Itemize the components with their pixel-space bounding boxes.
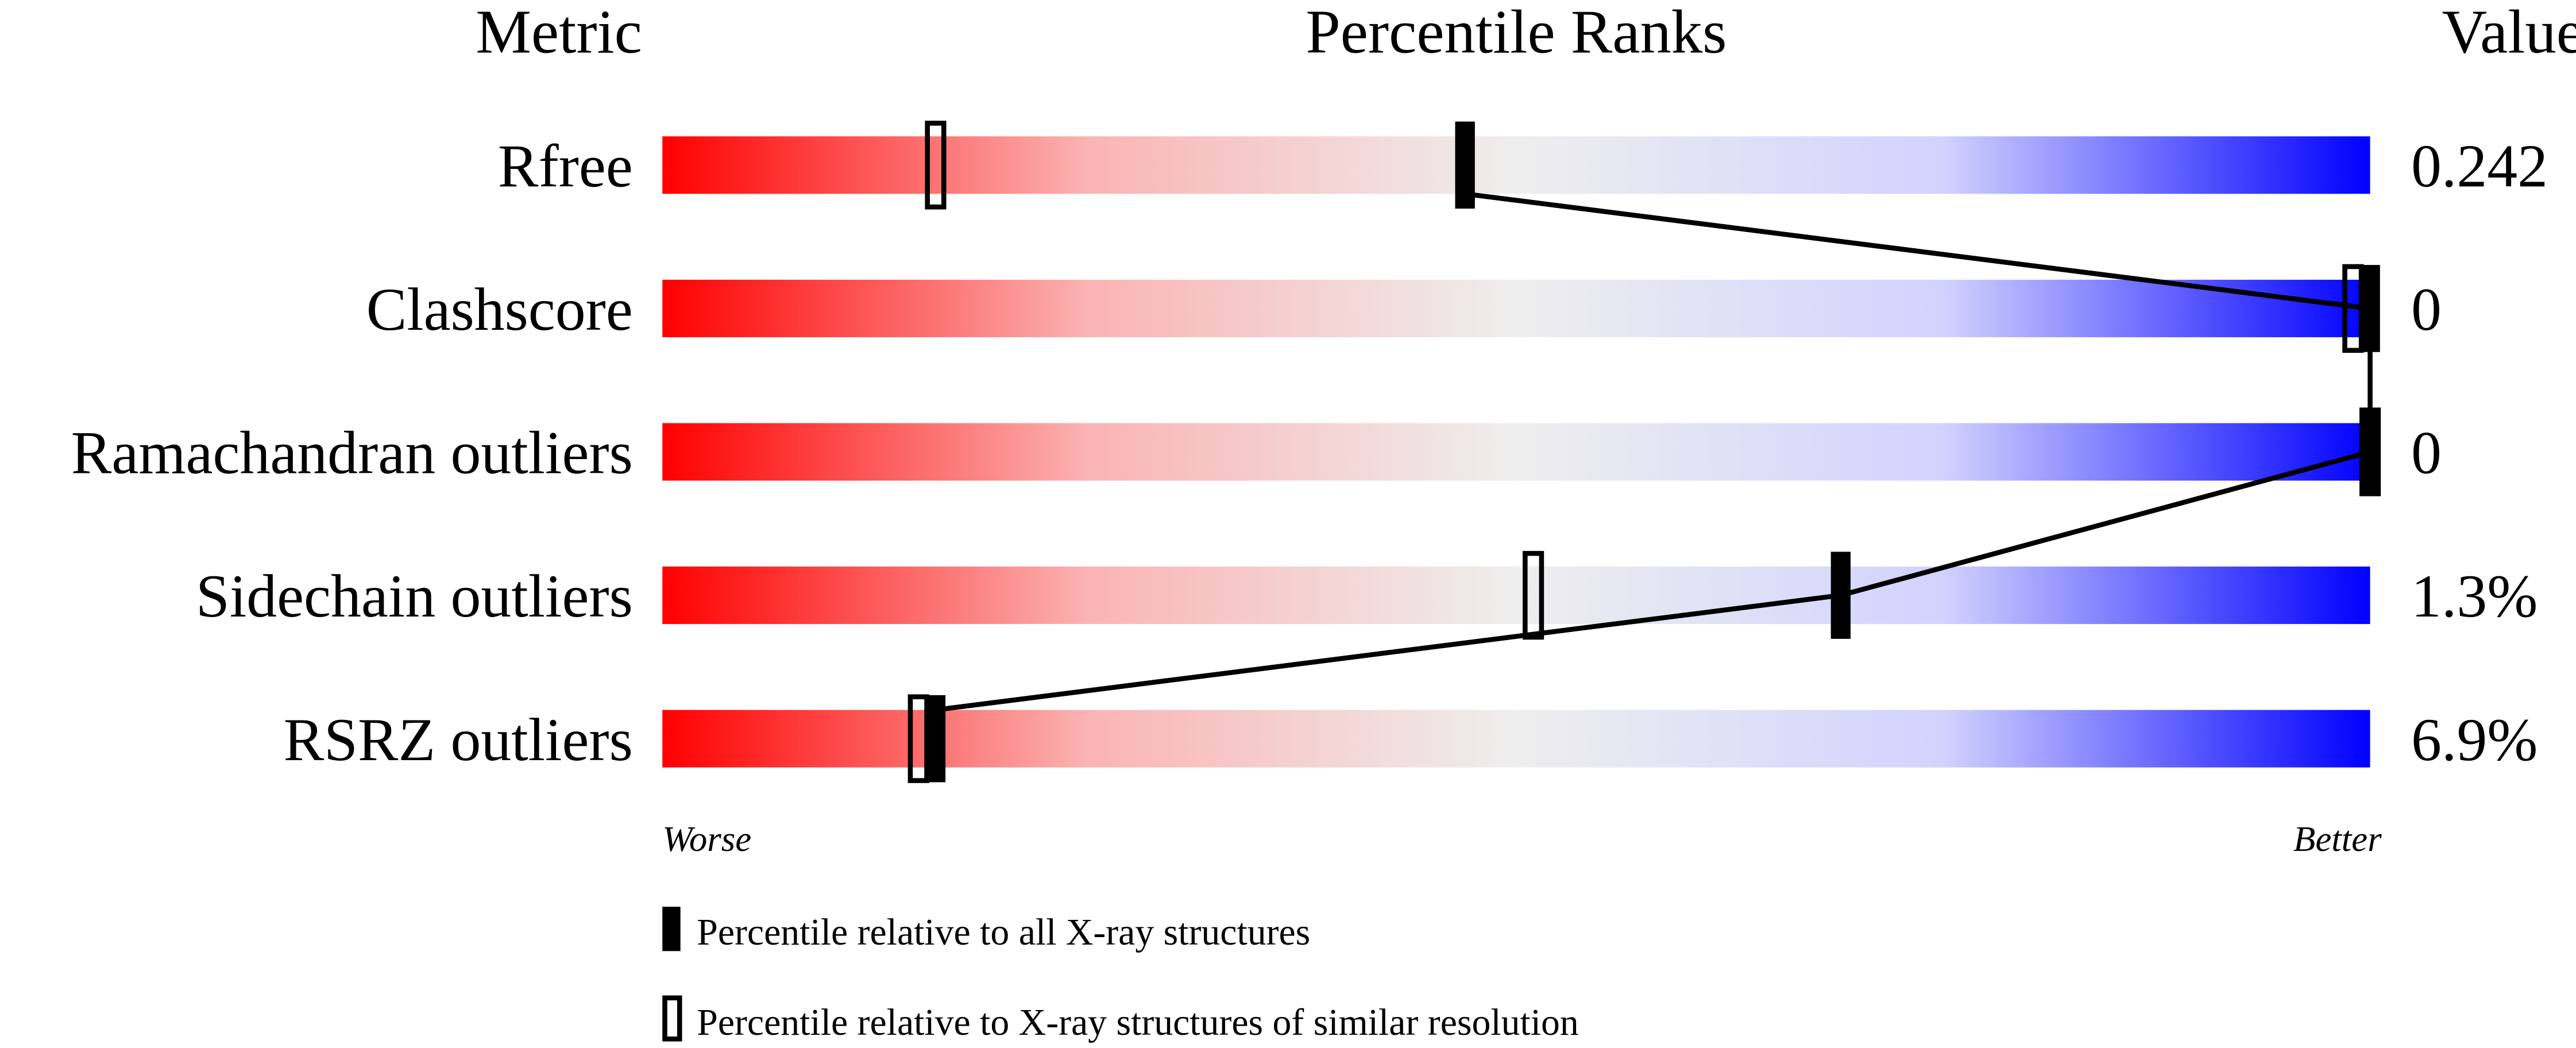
metric-label: RSRZ outliers [284,706,633,773]
legend-filled-marker [662,907,681,951]
legend-open-label: Percentile relative to X-ray structures … [697,1001,1578,1043]
similar-resolution-marker [1523,550,1544,640]
similar-resolution-marker [925,121,947,210]
metric-value: 0 [2411,276,2442,343]
percentile-bar [662,710,2370,768]
percentile-bar [662,279,2370,337]
axis-label-worse: Worse [662,819,751,859]
all-structures-marker [1830,552,1851,639]
header-value: Value [2442,0,2576,66]
metric-label: Sidechain outliers [196,562,633,630]
metric-value: 1.3% [2411,562,2538,630]
all-structures-marker [925,695,946,783]
all-structures-marker [1455,121,1475,209]
percentile-bar [662,567,2370,625]
percentile-bar [662,136,2370,194]
legend-open-marker [662,995,682,1042]
all-structures-marker [2360,408,2380,496]
metric-label: Rfree [498,132,633,199]
metric-value: 6.9% [2411,706,2538,773]
axis-label-better: Better [2293,819,2382,859]
header-percentile-ranks: Percentile Ranks [1306,0,1727,66]
metric-label: Ramachandran outliers [71,419,633,487]
metric-value: 0 [2411,419,2442,487]
percentile-bar [662,423,2370,481]
legend-filled-label: Percentile relative to all X-ray structu… [697,911,1310,953]
header-metric: Metric [476,0,642,66]
metric-label: Clashscore [366,276,633,343]
all-structures-marker [2360,265,2380,352]
metric-value: 0.242 [2411,132,2548,199]
